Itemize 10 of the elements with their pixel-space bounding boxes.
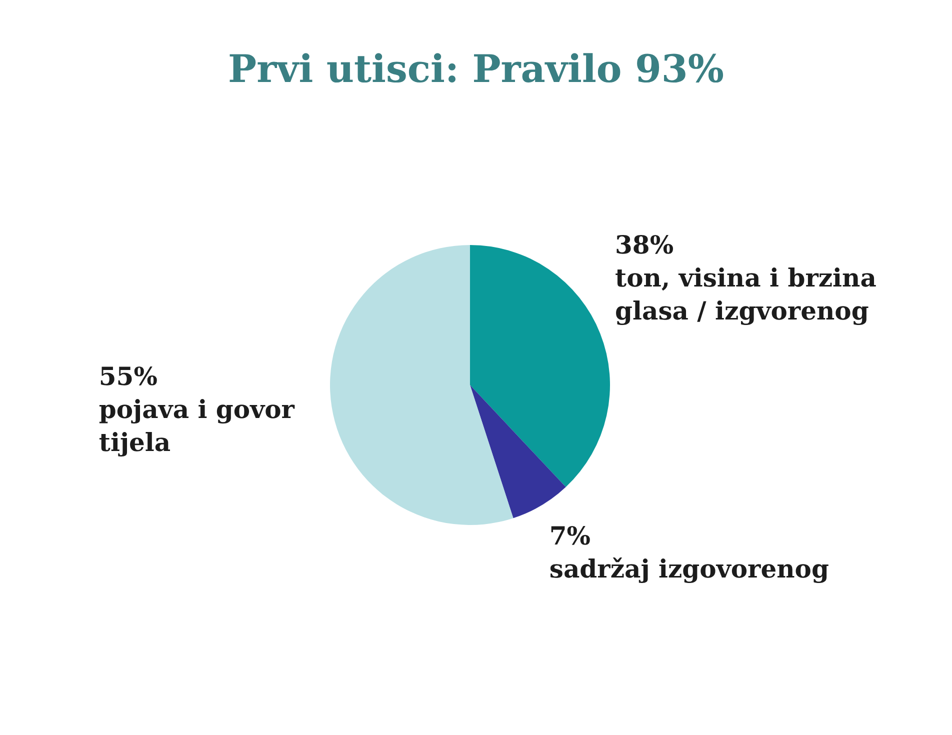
pie-slice (470, 245, 610, 488)
data-label: 7% (549, 521, 591, 550)
slice-label: pojava i govor tijela (98, 394, 296, 457)
pie-slice (330, 245, 514, 525)
data-label: 55% (98, 362, 158, 391)
pie-slice (470, 385, 566, 518)
slice-label: sadržaj izgovorenog (549, 554, 829, 584)
chart-title: Prvi utisci: Pravilo 93% (227, 45, 725, 93)
slice-label: ton, visina i brzina glasa / izgvorenog (615, 264, 876, 326)
data-label: 38% (615, 230, 674, 260)
